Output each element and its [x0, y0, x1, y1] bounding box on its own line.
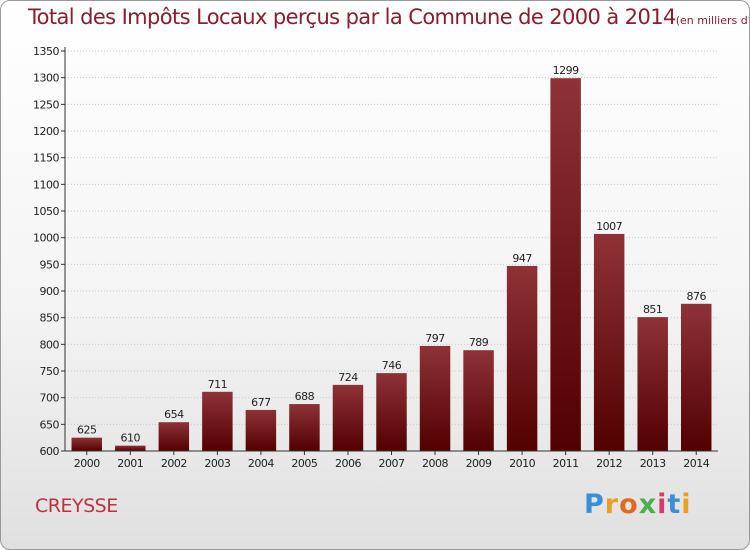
- bar-2000: [71, 437, 103, 451]
- y-axis-tick-labels: 600 650 700 750 800 850 900 950 1000 1050 1100 1150…: [33, 45, 65, 458]
- x-tick-label: 2013: [640, 457, 666, 470]
- bar-2003: [202, 391, 233, 451]
- x-tick-label: 2002: [161, 457, 187, 470]
- y-tick-label: 1350: [33, 45, 59, 58]
- commune-name: CREYSSE: [35, 495, 118, 517]
- bar-2005: [289, 404, 320, 451]
- x-tick-label: 2012: [596, 457, 622, 470]
- data-label: 746: [382, 359, 402, 372]
- x-tick-label: 2010: [509, 457, 535, 470]
- logo-letter: x: [638, 489, 658, 520]
- bar-2012: [593, 233, 625, 451]
- x-tick-label: 2008: [422, 457, 448, 470]
- x-tick-label: 2009: [466, 457, 492, 470]
- y-tick-label: 700: [40, 392, 60, 405]
- axes: [64, 47, 718, 452]
- y-tick-label: 950: [40, 258, 60, 271]
- bar-2002: [158, 422, 190, 451]
- y-tick-label: 850: [40, 312, 60, 325]
- y-tick-label: 750: [40, 365, 60, 378]
- data-label: 677: [251, 396, 271, 409]
- y-tick-label: 1000: [33, 232, 59, 245]
- logo-letter: o: [619, 489, 639, 520]
- data-label: 789: [469, 336, 489, 349]
- x-tick-label: 2001: [117, 457, 143, 470]
- x-tick-label: 2004: [248, 457, 274, 470]
- y-tick-label: 900: [40, 285, 60, 298]
- data-label: 625: [77, 424, 97, 437]
- chart-title-main: Total des Impôts Locaux perçus par la Co…: [28, 5, 676, 29]
- data-label: 876: [686, 290, 706, 303]
- proxiti-logo: Proxiti: [584, 489, 692, 520]
- data-label: 1007: [596, 220, 622, 233]
- chart-title-unit: (en milliers d'€): [675, 14, 750, 27]
- bar-2010: [506, 265, 538, 451]
- y-tick-label: 800: [40, 338, 60, 351]
- data-label: 1299: [553, 64, 579, 77]
- data-label: 947: [512, 252, 532, 265]
- y-tick-label: 1250: [33, 98, 59, 111]
- y-tick-label: 1050: [33, 205, 59, 218]
- y-tick-label: 650: [40, 418, 60, 431]
- x-tick-label: 2007: [379, 457, 405, 470]
- bar-2008: [419, 345, 451, 451]
- x-tick-label: 2000: [74, 457, 100, 470]
- y-tick-label: 1150: [33, 152, 59, 165]
- data-label: 851: [643, 303, 663, 316]
- y-tick-label: 1100: [33, 178, 59, 191]
- logo-letter: i: [681, 489, 692, 520]
- x-tick-label: 2005: [291, 457, 317, 470]
- data-label: 654: [164, 408, 184, 421]
- logo-letter: i: [657, 489, 668, 520]
- bar-2009: [463, 350, 494, 451]
- y-tick-label: 600: [40, 445, 60, 458]
- data-label: 711: [208, 378, 228, 391]
- bars: [71, 78, 712, 451]
- bar-2001: [115, 445, 146, 451]
- data-label: 797: [425, 332, 445, 345]
- x-tick-label: 2011: [553, 457, 579, 470]
- x-tick-label: 2014: [683, 457, 709, 470]
- bar-2013: [637, 317, 668, 451]
- x-tick-label: 2006: [335, 457, 361, 470]
- logo-letter: t: [667, 489, 682, 520]
- logo-letter: r: [604, 489, 620, 520]
- bar-2007: [376, 373, 407, 451]
- data-label: 688: [295, 390, 315, 403]
- y-tick-label: 1200: [33, 125, 59, 138]
- bar-2011: [550, 78, 581, 451]
- bar-2004: [245, 409, 277, 451]
- data-label: 610: [121, 432, 141, 445]
- y-tick-label: 1300: [33, 72, 59, 85]
- chart-title: Total des Impôts Locaux perçus par la Co…: [28, 5, 750, 29]
- data-labels: 625 610 654 711 677 688 724 746 797 789 947 1299 100…: [77, 64, 707, 445]
- x-tick-label: 2003: [204, 457, 230, 470]
- x-axis-tick-labels: 2000 2001 2002 2003 2004 2005 2006 2007 2008 2009…: [74, 451, 710, 470]
- bar-2014: [680, 303, 712, 451]
- logo-letter: P: [584, 489, 605, 520]
- bar-2006: [332, 384, 364, 451]
- data-label: 724: [338, 371, 358, 384]
